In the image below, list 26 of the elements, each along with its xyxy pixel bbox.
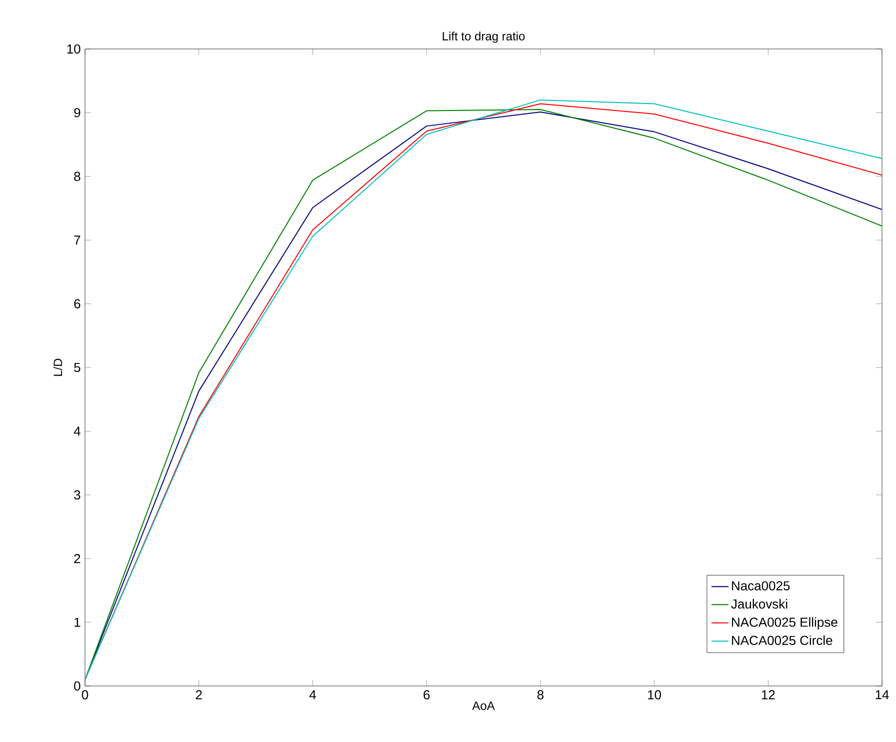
y-tick-label: 4 (74, 426, 80, 436)
y-tick-label: 1 (74, 618, 80, 627)
y-axis-title: L/D (53, 358, 62, 376)
y-tick-label: 8 (74, 172, 80, 181)
y-tick-label: 9 (74, 108, 80, 118)
x-axis-title: AoA (472, 702, 495, 710)
legend-label: Naca0025 (732, 581, 790, 590)
x-tick-label: 10 (648, 690, 662, 700)
y-tick-label: 0 (74, 681, 80, 691)
x-tick-label: 8 (537, 690, 544, 700)
x-tick-label: 6 (424, 690, 430, 700)
x-tick-label: 14 (876, 690, 889, 700)
legend-label: NACA0025 Circle (732, 635, 832, 646)
y-tick-label: 7 (74, 236, 80, 245)
y-tick-label: 5 (74, 362, 80, 372)
x-tick-label: 12 (762, 690, 775, 700)
x-tick-label: 4 (309, 690, 316, 700)
legend-label: NACA0025 Ellipse (732, 617, 838, 630)
y-tick-label: 10 (67, 44, 80, 54)
legend-label: Jaukovski (731, 599, 788, 609)
x-tick-label: 0 (82, 690, 88, 700)
y-tick-label: 3 (74, 490, 80, 500)
y-tick-label: 2 (74, 554, 80, 564)
x-tick-label: 2 (196, 690, 202, 700)
chart-title: Lift to drag ratio (442, 32, 525, 43)
y-tick-label: 6 (74, 299, 80, 308)
